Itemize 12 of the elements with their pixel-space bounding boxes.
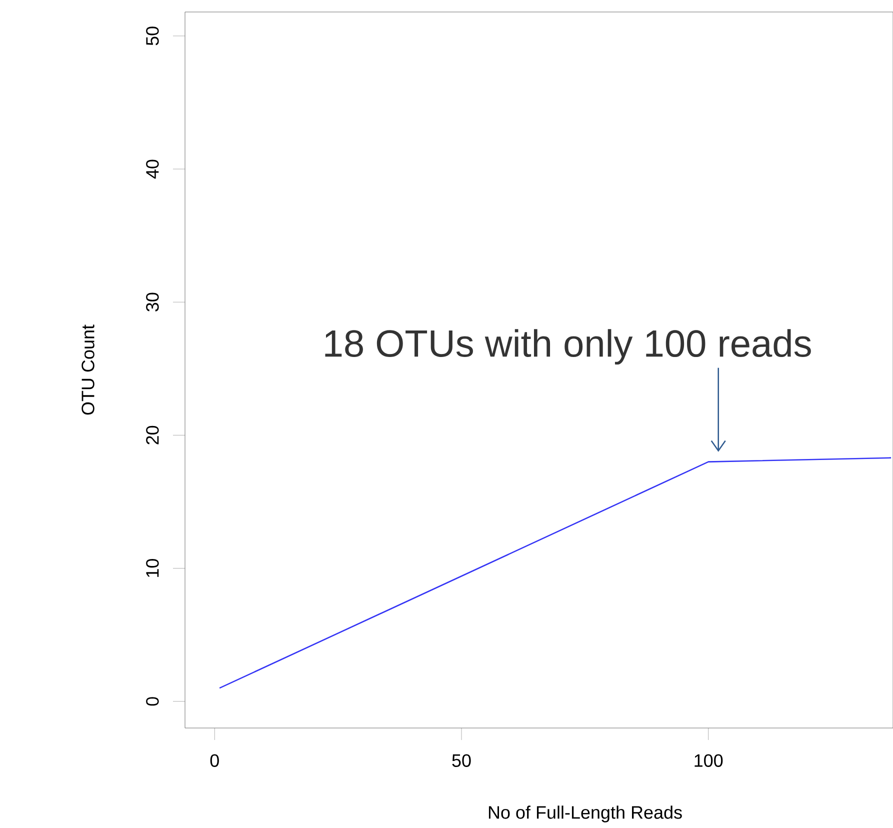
x-tick-label: 50 [452,754,471,767]
y-tick-label: 40 [146,160,159,179]
annotation: 18 OTUs with only 100 reads [325,329,811,365]
y-tick-label: 30 [146,292,159,312]
y-tick-label: 50 [146,26,159,46]
y-tick-label: 0 [146,697,159,706]
y-tick-label: 10 [146,558,159,577]
y-tick-label: 20 [146,426,159,444]
y-axis-title: OTU Count [82,324,94,415]
x-tick-label: 100 [694,754,723,767]
x-tick-label: 0 [210,754,219,767]
x-axis-title: No of Full-Length Reads [488,806,682,822]
